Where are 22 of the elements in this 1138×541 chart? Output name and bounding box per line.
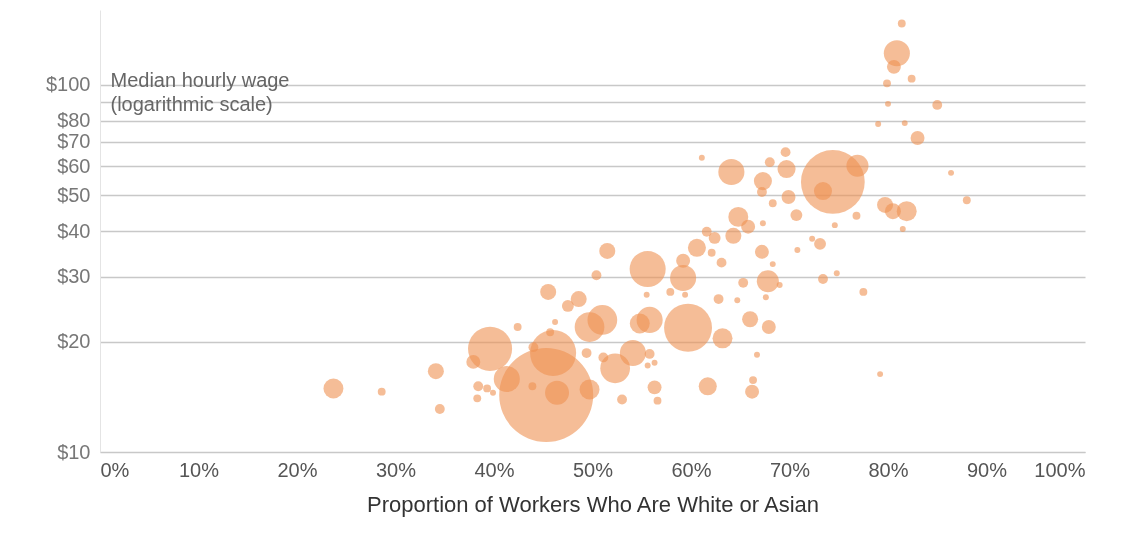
x-tick-label: 80% xyxy=(868,458,909,481)
x-tick-label: 10% xyxy=(178,458,220,481)
x-axis-title: Proportion of Workers Who Are White or Asian xyxy=(367,491,819,517)
y-tick-label: $10 xyxy=(57,440,91,463)
y-tick-label: $80 xyxy=(57,109,91,131)
y-tick-label: $70 xyxy=(57,130,91,153)
y-tick-label: $30 xyxy=(57,265,91,288)
x-tick-label: 90% xyxy=(966,458,1008,481)
y-tick-label: $20 xyxy=(57,330,91,352)
x-tick-label: 100% xyxy=(1034,458,1086,481)
y-tick-label: $40 xyxy=(57,219,91,242)
x-tick-label: 70% xyxy=(769,458,811,481)
x-tick-label: 40% xyxy=(474,458,515,481)
x-tick-label: 20% xyxy=(277,458,318,481)
y-tick-label: $60 xyxy=(57,154,91,177)
y-axis-title: Median hourly wage (logarithmic scale) xyxy=(110,68,290,115)
x-tick-label: 0% xyxy=(100,458,130,481)
x-tick-label: 50% xyxy=(572,458,614,481)
x-tick-label: 60% xyxy=(671,458,712,481)
y-tick-label: $50 xyxy=(57,183,91,206)
y-tick-label: $100 xyxy=(46,73,91,96)
x-tick-label: 30% xyxy=(375,458,417,481)
